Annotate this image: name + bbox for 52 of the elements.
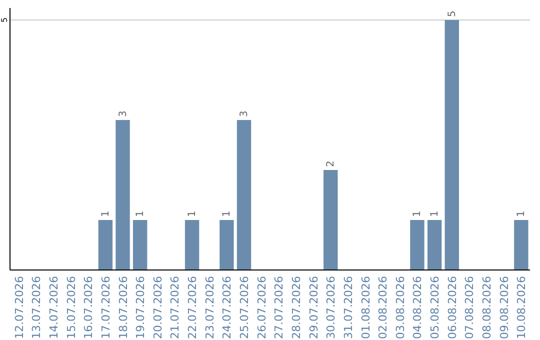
x-tick-label: 08.08.2026 — [480, 276, 494, 339]
x-tick-label: 05.08.2026 — [428, 276, 442, 339]
x-tick-label: 22.07.2026 — [186, 276, 200, 339]
x-tick-label: 24.07.2026 — [220, 276, 234, 339]
x-tick-label: 13.07.2026 — [30, 276, 44, 339]
x-tick-label: 07.08.2026 — [463, 276, 476, 339]
bar — [427, 220, 442, 270]
x-tick-label: 06.08.2026 — [446, 276, 459, 339]
x-tick-label: 12.07.2026 — [12, 276, 26, 339]
x-tick-label: 23.07.2026 — [203, 276, 216, 339]
bar — [116, 120, 130, 270]
x-tick-label: 20.07.2026 — [151, 276, 164, 339]
data-label: 1 — [135, 210, 146, 217]
bar — [444, 20, 459, 270]
x-tick-label: 21.07.2026 — [168, 276, 182, 339]
data-label: 1 — [430, 210, 441, 217]
x-tick-label: 25.07.2026 — [238, 276, 252, 339]
bar — [184, 220, 200, 270]
data-label: 1 — [187, 210, 198, 217]
x-tick-label: 31.07.2026 — [342, 276, 355, 339]
data-label: 1 — [412, 210, 424, 217]
x-tick-label: 28.07.2026 — [290, 276, 303, 339]
data-label: 1 — [100, 210, 112, 217]
x-tick-label: 09.08.2026 — [498, 276, 511, 339]
x-tick-label: 14.07.2026 — [47, 276, 60, 339]
bar — [324, 170, 338, 270]
x-tick-label: 18.07.2026 — [116, 276, 130, 339]
x-tick-label: 15.07.2026 — [64, 276, 78, 339]
x-tick-label: 03.08.2026 — [394, 276, 407, 339]
x-tick-label: 16.07.2026 — [82, 276, 96, 339]
x-tick-label: 27.07.2026 — [272, 276, 286, 339]
x-tick-label: 02.08.2026 — [376, 276, 390, 339]
x-tick-label: 01.08.2026 — [359, 276, 372, 339]
bar — [220, 220, 234, 270]
bar — [98, 220, 113, 270]
bar — [132, 220, 148, 270]
x-tick-label: 10.08.2026 — [515, 276, 528, 339]
x-tick-label: 30.07.2026 — [324, 276, 338, 339]
x-tick-label: 17.07.2026 — [99, 276, 112, 339]
data-label: 3 — [118, 110, 129, 117]
x-tick-label: 04.08.2026 — [411, 276, 424, 339]
bar — [410, 220, 424, 270]
bar — [514, 220, 528, 270]
data-label: 1 — [516, 210, 528, 217]
data-label: 1 — [222, 210, 233, 217]
data-label: 5 — [446, 10, 458, 17]
data-label: 3 — [239, 110, 250, 117]
x-tick-label: 26.07.2026 — [255, 276, 268, 339]
bar — [236, 120, 252, 270]
x-tick-label: 29.07.2026 — [307, 276, 320, 339]
data-label: 2 — [326, 160, 337, 167]
x-tick-label: 19.07.2026 — [134, 276, 148, 339]
